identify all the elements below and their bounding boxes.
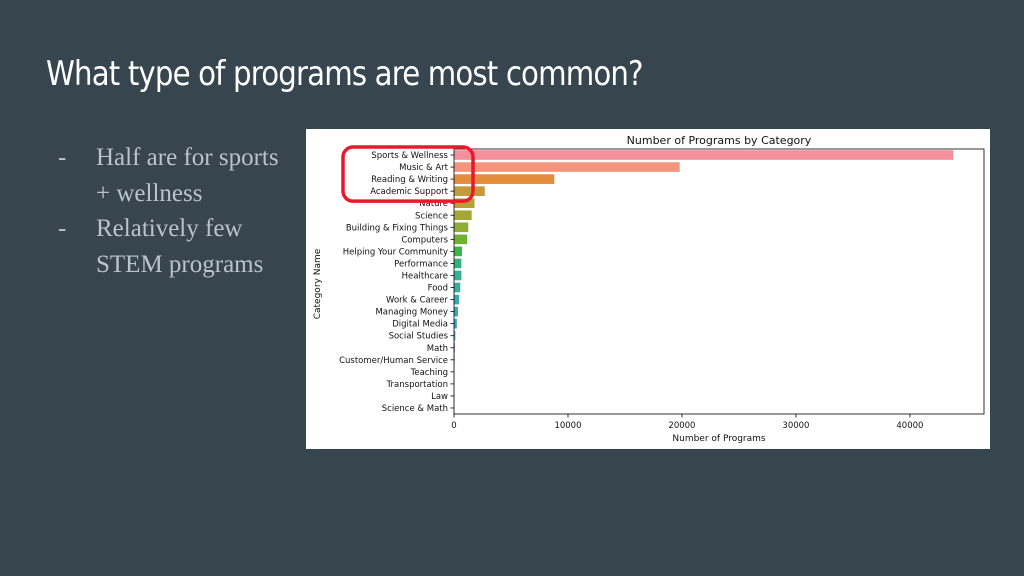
bullet-list: - Half are for sports + wellness - Relat… bbox=[58, 140, 298, 282]
bar bbox=[454, 342, 455, 353]
bar-chart: Number of Programs by Category Category … bbox=[313, 134, 985, 444]
x-tick-label: 40000 bbox=[896, 421, 923, 431]
bullet-text: Relatively few STEM programs bbox=[96, 215, 264, 278]
bar bbox=[454, 258, 462, 269]
bar bbox=[454, 270, 462, 281]
y-tick-label: Reading & Writing bbox=[371, 175, 448, 185]
bullet-dash: - bbox=[58, 144, 67, 171]
y-tick-label: Work & Career bbox=[386, 296, 448, 306]
bars-layer bbox=[454, 150, 954, 413]
y-tick-label: Law bbox=[431, 392, 448, 402]
plot-frame bbox=[453, 148, 985, 415]
bar bbox=[454, 174, 555, 184]
bullet-dash: - bbox=[58, 215, 67, 242]
bar bbox=[454, 162, 680, 172]
bar bbox=[454, 294, 460, 305]
y-tick-label: Computers bbox=[401, 235, 448, 245]
x-tick-label: 10000 bbox=[554, 421, 581, 431]
x-tick-label: 0 bbox=[451, 421, 456, 431]
y-tick-label: Managing Money bbox=[375, 308, 448, 318]
bullet-text: Half are for sports + wellness bbox=[96, 144, 279, 207]
y-tick-label: Science & Math bbox=[382, 404, 448, 414]
x-tick-label: 30000 bbox=[782, 421, 809, 431]
y-tick-label: Teaching bbox=[410, 368, 448, 378]
slide-title: What type of programs are most common? bbox=[46, 54, 644, 94]
y-tick-label: Science bbox=[415, 211, 448, 221]
x-axis-label: Number of Programs bbox=[672, 434, 766, 444]
x-tick-label: 20000 bbox=[668, 421, 695, 431]
y-tick-label: Healthcare bbox=[402, 271, 448, 281]
bar bbox=[454, 234, 468, 245]
bar bbox=[454, 306, 458, 317]
y-tick-label: Music & Art bbox=[399, 163, 449, 173]
bar bbox=[454, 330, 456, 341]
y-tick-label: Customer/Human Service bbox=[339, 356, 448, 366]
bar bbox=[454, 210, 472, 221]
bar bbox=[454, 318, 457, 329]
bar bbox=[454, 282, 461, 293]
chart-title: Number of Programs by Category bbox=[627, 134, 812, 147]
y-axis-label: Category Name bbox=[313, 248, 323, 319]
y-tick-label: Academic Support bbox=[370, 187, 448, 197]
y-tick-label: Sports & Wellness bbox=[371, 151, 448, 161]
y-tick-label: Nature bbox=[419, 199, 448, 209]
bullet-item: - Relatively few STEM programs bbox=[58, 211, 298, 282]
bar bbox=[454, 150, 954, 160]
y-tick-label: Performance bbox=[394, 259, 448, 269]
y-tick-label: Helping Your Community bbox=[343, 247, 448, 257]
y-tick-label: Math bbox=[427, 344, 448, 354]
y-tick-label: Building & Fixing Things bbox=[346, 223, 449, 233]
y-tick-label: Digital Media bbox=[392, 320, 448, 330]
y-tick-label: Social Studies bbox=[389, 332, 449, 342]
axes-layer: Sports & Wellness Music & Art Reading & Wr… bbox=[339, 148, 985, 431]
bar bbox=[454, 186, 485, 196]
bar bbox=[454, 198, 475, 209]
y-tick-label: Transportation bbox=[386, 380, 448, 390]
y-tick-label: Food bbox=[428, 284, 448, 294]
bullet-item: - Half are for sports + wellness bbox=[58, 140, 298, 211]
chart-panel: Number of Programs by Category Category … bbox=[306, 129, 990, 449]
bar bbox=[454, 222, 469, 233]
bar bbox=[454, 246, 462, 257]
highlight-box bbox=[341, 145, 475, 203]
